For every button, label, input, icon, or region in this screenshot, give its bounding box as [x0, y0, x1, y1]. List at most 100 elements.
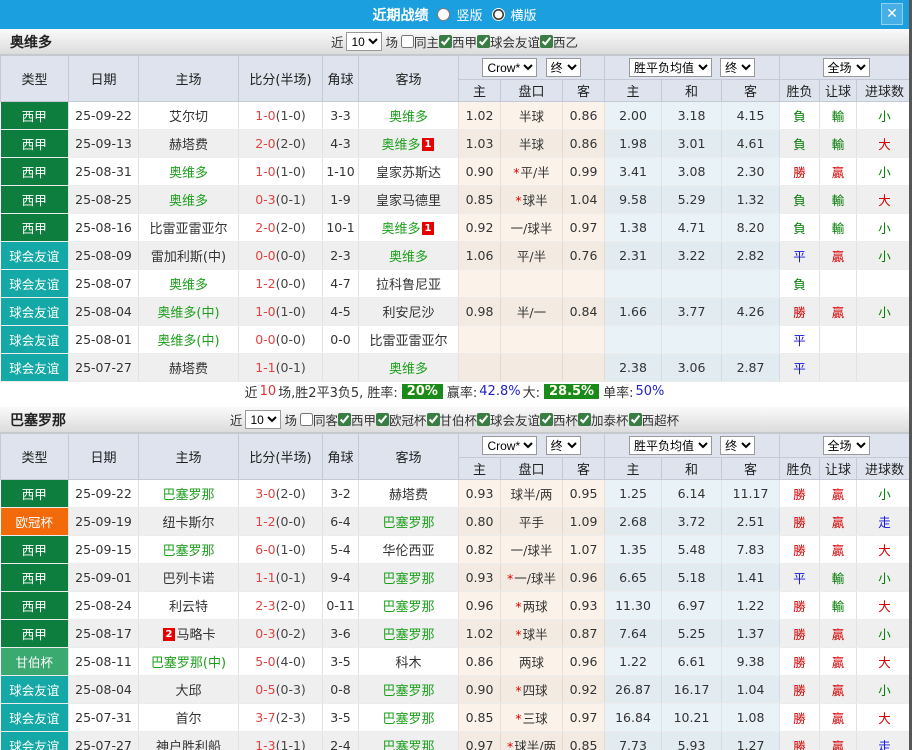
handicap-result-cell: 輸 [819, 101, 858, 130]
score-cell: 0-0(0-0) [238, 325, 323, 354]
filter-球会友谊[interactable]: 球会友谊 [477, 32, 540, 51]
filter-西乙[interactable]: 西乙 [540, 32, 578, 51]
home-team-cell: 2 马略卡 [138, 619, 239, 648]
filter-checkbox[interactable] [426, 413, 440, 426]
single-value: 50% [635, 384, 665, 399]
win-label: 赢率: [446, 386, 478, 401]
goals-result-cell: 大 [856, 647, 909, 676]
score-cell: 1-2(0-0) [238, 269, 323, 298]
table-row: 西甲 25-08-31 奥维多 1-0(1-0) 1-10 皇家苏斯达 0.90 *平/半 0.… [0, 157, 909, 186]
filter-checkbox[interactable] [540, 35, 554, 48]
filter-同主[interactable]: 同主 [400, 32, 439, 51]
home-team-name: 比雷亚雷亚尔 [149, 222, 228, 237]
filter-label: 欧冠杯 [388, 413, 427, 428]
final-avg-select[interactable]: 终 [720, 436, 756, 455]
halftime-score: (0-1) [275, 192, 306, 207]
horizontal-layout-label: 横版 [510, 9, 537, 24]
goals-result-cell: 小 [856, 563, 909, 592]
filter-checkbox[interactable] [400, 35, 414, 48]
filter-checkbox[interactable] [299, 413, 313, 426]
away-team-name: 巴塞罗那 [382, 600, 435, 615]
handicap-text: 半/一 [516, 305, 547, 320]
handicap-result-cell: 輸 [819, 185, 858, 214]
close-icon[interactable]: ✕ [881, 3, 903, 25]
handicap-text: 球半 [522, 193, 548, 208]
away-team-name: 奥维多 [381, 222, 421, 237]
odds-away-cell: 1.07 [562, 535, 606, 564]
filter-加泰杯[interactable]: 加泰杯 [578, 410, 629, 429]
odds-home-cell: 1.03 [458, 129, 501, 158]
filter-checkbox[interactable] [375, 413, 389, 426]
filter-checkbox[interactable] [439, 35, 452, 48]
handicap-text: 两球 [522, 599, 548, 614]
filter-checkbox[interactable] [628, 413, 642, 426]
fulltime-score: 1-0 [255, 164, 276, 179]
col-corner: 角球 [322, 433, 359, 480]
type-cell: 西甲 [0, 479, 69, 508]
match-count-select[interactable]: 10 [346, 32, 383, 51]
handicap-result-cell: 贏 [819, 619, 858, 648]
final-odds-select[interactable]: 终 [545, 58, 581, 77]
odds-away-cell: 0.97 [562, 213, 606, 242]
oviedo-summary: 近 10 场,胜2平3负5, 胜率: 20% 赢率: 42.8% 大: 28.5% 单… [0, 382, 909, 401]
filter-bar: 近 10 场 同主 西甲 球会友谊 西乙 [331, 32, 578, 51]
odds-home-cell [458, 325, 501, 354]
filter-同客[interactable]: 同客 [299, 410, 338, 429]
avg-away-cell: 2.82 [721, 241, 781, 270]
horizontal-layout-radio[interactable] [491, 8, 505, 21]
fulltime-select[interactable]: 全场 [822, 436, 870, 455]
filter-checkboxes: 同客 西甲 欧冠杯 甘伯杯 球会友谊 西杯 加泰杯 西超杯 [299, 410, 679, 429]
goals-result-cell [856, 269, 909, 298]
filter-checkbox[interactable] [540, 413, 554, 426]
home-team-cell: 奥维多 [138, 269, 239, 298]
fulltime-select[interactable]: 全场 [822, 58, 870, 77]
type-cell: 欧冠杯 [0, 507, 69, 536]
avg-group: 胜平负均值 终 [604, 55, 781, 80]
handicap-cell: 两球 [500, 647, 563, 676]
avg-home-cell: 26.87 [604, 675, 663, 704]
goals-result-cell: 大 [856, 535, 909, 564]
handicap-cell: *四球 [500, 675, 563, 704]
filter-checkbox[interactable] [337, 413, 351, 426]
type-cell: 球会友谊 [0, 241, 69, 270]
col-away: 客场 [358, 55, 459, 102]
handicap-star: * [513, 165, 520, 180]
bookmaker-select[interactable]: Crow* [482, 436, 538, 455]
corner-cell: 10-1 [322, 213, 359, 242]
win-value: 42.8% [479, 384, 521, 399]
filter-checkbox[interactable] [578, 413, 592, 426]
filter-西甲[interactable]: 西甲 [439, 32, 477, 51]
col-away: 客场 [358, 433, 459, 480]
table-row: 甘伯杯 25-08-11 巴塞罗那(中) 5-0(4-0) 3-5 科木 0.86 两球 0.9… [0, 647, 909, 676]
filter-checkbox[interactable] [477, 35, 491, 48]
avg-odds-select[interactable]: 胜平负均值 [628, 436, 712, 455]
handicap-text: 一/球半 [510, 543, 553, 558]
corner-cell [322, 353, 359, 382]
odds-home-cell: 1.02 [458, 101, 501, 130]
avg-away-cell: 1.41 [721, 563, 781, 592]
filter-checkbox[interactable] [477, 413, 491, 426]
avg-draw-cell: 3.06 [661, 353, 723, 382]
final-avg-select[interactable]: 终 [720, 58, 756, 77]
match-count-select[interactable]: 10 [245, 410, 282, 429]
goals-result-cell: 大 [856, 703, 909, 732]
filter-西超杯[interactable]: 西超杯 [628, 410, 679, 429]
filter-欧冠杯[interactable]: 欧冠杯 [375, 410, 427, 429]
avg-away-cell: 2.51 [721, 507, 781, 536]
filter-球会友谊[interactable]: 球会友谊 [477, 410, 540, 429]
date-cell: 25-07-31 [68, 703, 139, 732]
vertical-layout-radio[interactable] [437, 8, 451, 21]
avg-away-cell: 1.27 [721, 731, 781, 750]
result-cell: 負 [779, 101, 821, 130]
filter-西杯[interactable]: 西杯 [540, 410, 578, 429]
avg-odds-select[interactable]: 胜平负均值 [628, 58, 712, 77]
corner-cell: 0-8 [322, 675, 359, 704]
filter-西甲[interactable]: 西甲 [337, 410, 376, 429]
final-odds-select[interactable]: 终 [545, 436, 581, 455]
avg-draw-cell: 5.48 [661, 535, 723, 564]
col-avg-draw: 和 [661, 79, 723, 102]
bookmaker-select[interactable]: Crow* [482, 58, 538, 77]
filter-甘伯杯[interactable]: 甘伯杯 [426, 410, 477, 429]
goals-result-cell: 小 [856, 157, 909, 186]
